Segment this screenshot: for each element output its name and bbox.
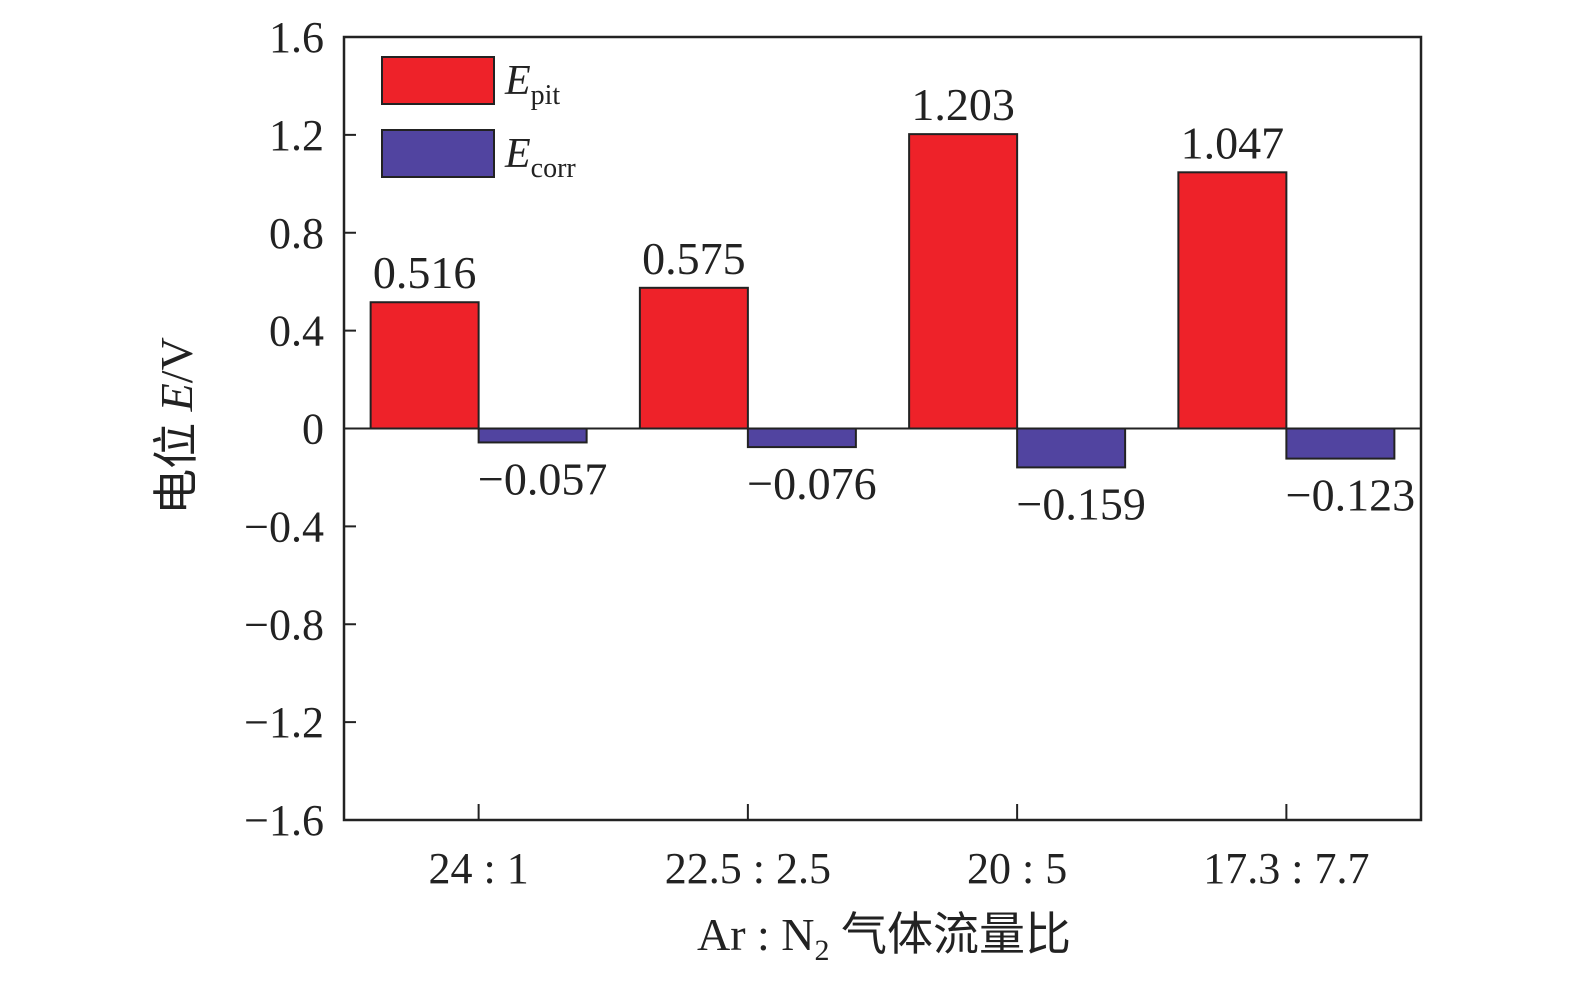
data-label: 0.575 [642, 233, 746, 284]
data-label: −0.057 [478, 453, 607, 504]
x-tick-label: 17.3 : 7.7 [1203, 844, 1369, 893]
y-tick-label: 1.6 [269, 13, 324, 62]
data-labels-group: 0.516 −0.057 0.575 −0.076 1.203 −0.159 1.047 −0… [373, 79, 1415, 529]
y-tick-label: −1.2 [244, 698, 324, 747]
y-tick-label: 0.8 [269, 209, 324, 258]
x-axis-title: Ar : N2 气体流量比 [697, 909, 1071, 967]
y-tick-label: 0.4 [269, 307, 324, 356]
data-label: 0.516 [373, 247, 477, 298]
bar-ecorr [746, 427, 857, 449]
bar-epit [1177, 171, 1288, 430]
bar-ecorr [477, 427, 588, 444]
legend-swatch-ecorr [381, 129, 495, 178]
y-tick-label: −1.6 [244, 796, 324, 845]
y-tick-label: 0 [302, 405, 324, 454]
data-label: −0.123 [1286, 470, 1415, 521]
legend-label-epit: Epit [504, 58, 560, 111]
y-axis-ticks: 1.6 1.2 0.8 0.4 0 −0.4 −0.8 −1.2 −1.6 [244, 13, 356, 845]
data-label: 1.203 [911, 79, 1015, 130]
y-tick-label: −0.8 [244, 600, 324, 649]
bar-epit [369, 301, 480, 430]
data-label: −0.076 [747, 458, 876, 509]
bar-epit [638, 286, 749, 430]
x-tick-label: 22.5 : 2.5 [665, 844, 831, 893]
legend-swatch-epit [381, 56, 495, 105]
x-axis-ticks: 24 : 1 22.5 : 2.5 20 : 5 17.3 : 7.7 [429, 804, 1369, 893]
bar-ecorr [1285, 427, 1396, 460]
x-tick-label: 20 : 5 [967, 844, 1067, 893]
y-tick-label: 1.2 [269, 111, 324, 160]
bar-ecorr [1016, 427, 1127, 469]
legend-label-ecorr: Ecorr [504, 131, 576, 184]
y-axis-title: 电位 E/V [151, 337, 202, 515]
bar-epit [908, 133, 1019, 430]
y-tick-label: −0.4 [244, 502, 324, 551]
data-label: −0.159 [1016, 478, 1145, 529]
bars-group [369, 133, 1396, 469]
data-label: 1.047 [1181, 117, 1285, 168]
x-tick-label: 24 : 1 [429, 844, 529, 893]
legend: Epit Ecorr [381, 56, 576, 184]
